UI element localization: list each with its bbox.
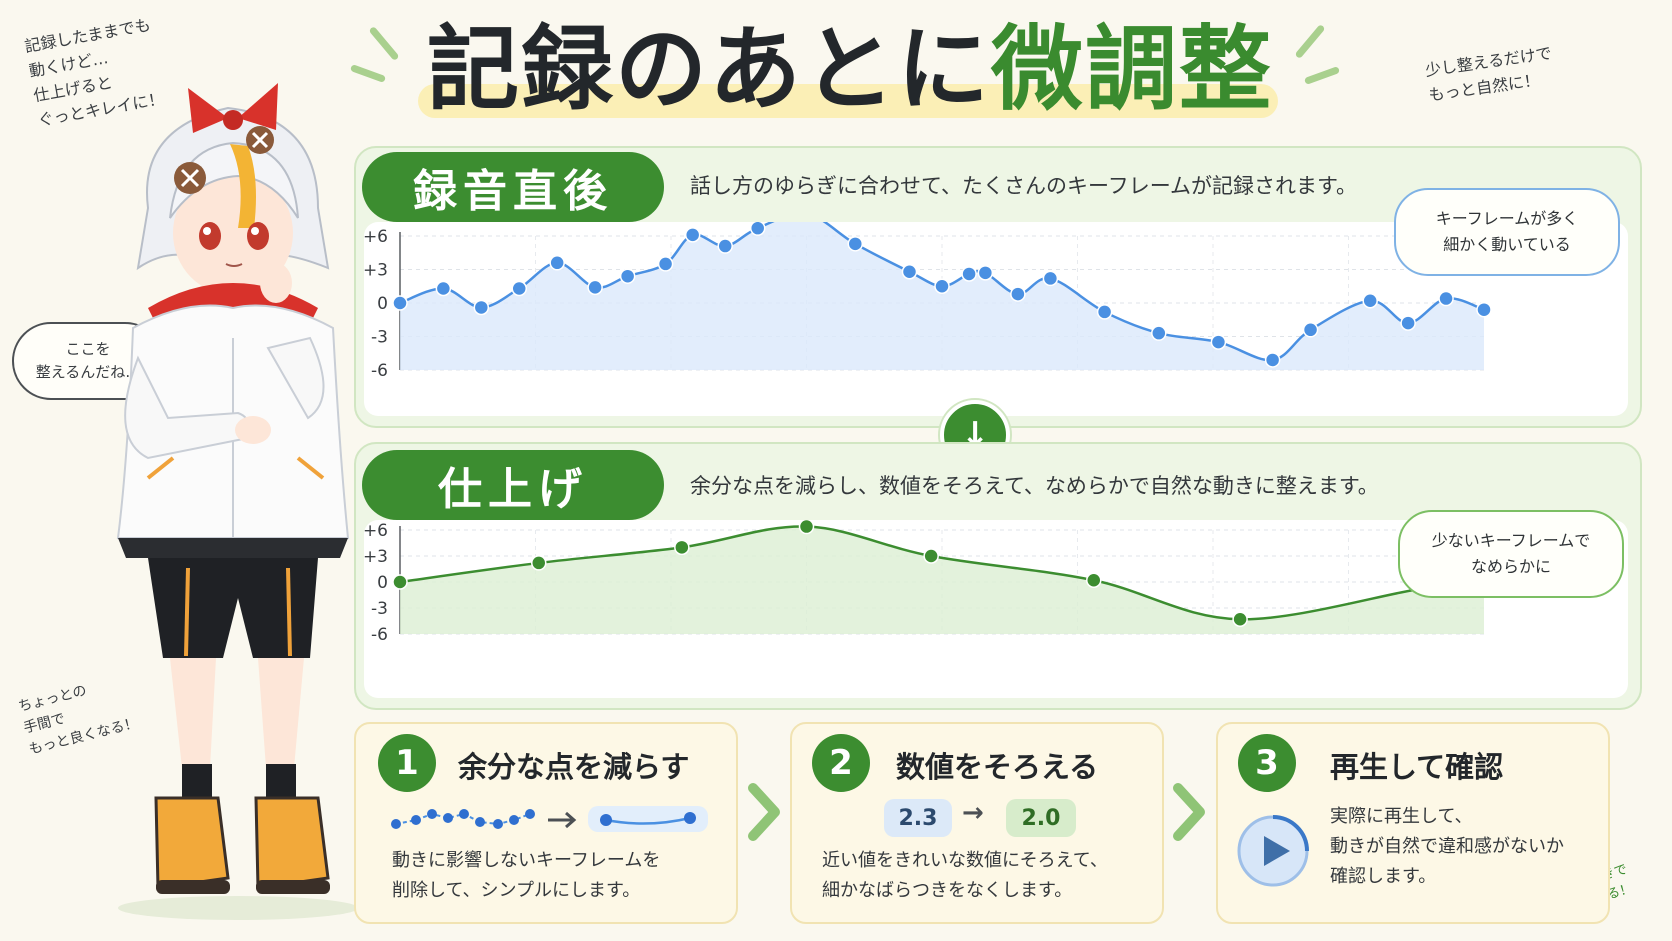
keyframe-point	[435, 280, 452, 297]
y-tick-label: -3	[371, 328, 388, 348]
title-part-2: 微調整	[991, 15, 1274, 123]
keyframe-point	[684, 227, 701, 243]
keyframe-point	[1302, 322, 1319, 338]
keyframe-point	[549, 255, 565, 271]
title-part-1: 記録のあとに	[426, 15, 991, 123]
keyframe-point	[1476, 301, 1492, 318]
sparkle-icon	[1294, 23, 1326, 60]
keyframe-point	[977, 265, 994, 281]
sparkle-icon	[1303, 66, 1341, 85]
keyframe-point	[1400, 315, 1416, 331]
step-number-1: 1	[378, 734, 436, 792]
keyframe-point	[473, 299, 490, 316]
keyframe-point	[674, 539, 690, 556]
keyframe-point	[1042, 270, 1059, 287]
reduce-points-icon	[391, 806, 708, 832]
keyframe-point	[511, 280, 527, 297]
keyframe-point	[961, 266, 977, 282]
keyframe-point	[392, 574, 408, 590]
section-description-before: 話し方のゆらぎに合わせて、たくさんのキーフレームが記録されます。	[690, 174, 1357, 198]
section-label-after: 仕上げ	[362, 450, 664, 520]
value-after-chip: 2.0	[1006, 799, 1076, 837]
y-tick-label: 0	[377, 573, 388, 593]
keyframe-point	[934, 278, 950, 294]
keyframe-point	[619, 268, 636, 284]
keyframe-point	[923, 548, 939, 564]
step-number-3: 3	[1238, 734, 1296, 792]
chevron-right-icon	[748, 783, 780, 841]
keyframe-point	[531, 555, 547, 571]
keyframe-point	[1096, 304, 1113, 320]
keyframe-point	[657, 256, 674, 272]
series-line	[399, 222, 1485, 362]
keyframe-point	[1438, 290, 1454, 307]
keyframe-chart-before: +6 +3 0 -3 -6	[364, 222, 1492, 381]
chart-bubble-before: キーフレームが多く 細かく動いている	[1394, 188, 1620, 276]
keyframe-point	[749, 222, 766, 236]
keyframe-point	[587, 279, 603, 296]
keyframe-point	[798, 520, 815, 535]
keyframe-point	[1362, 293, 1378, 309]
y-tick-label: +3	[364, 547, 388, 567]
chart-bubble-after: 少ないキーフレームで なめらかに	[1398, 510, 1624, 598]
y-tick-label: +6	[364, 227, 388, 247]
title-highlight	[418, 84, 1278, 118]
keyframe-point	[1210, 334, 1227, 350]
keyframe-point	[901, 263, 918, 280]
keyframe-point	[717, 238, 733, 254]
step-description-1: 動きに影響しないキーフレームを 削除して、シンプルにします。	[392, 850, 661, 901]
series-area	[400, 222, 1484, 370]
section-label-before: 録音直後	[362, 152, 664, 222]
step-title-1: 余分な点を減らす	[458, 750, 690, 784]
arrow-right-icon: →	[962, 798, 984, 828]
keyframe-chart-after: +6 +3 0 -3 -6	[364, 520, 1492, 645]
y-tick-label: -3	[371, 599, 388, 619]
y-tick-label: +3	[364, 261, 388, 281]
y-tick-label: 0	[377, 294, 388, 314]
character-illustration	[116, 83, 358, 920]
keyframe-point	[1086, 572, 1102, 589]
note-top-right: 少し整えるだけで もっと自然に！	[1423, 43, 1553, 105]
chevron-right-icon	[1173, 783, 1205, 841]
page-title: 記録のあとに 微調整	[410, 6, 1290, 123]
series-area	[400, 526, 1484, 634]
step-title-2: 数値をそろえる	[896, 750, 1099, 784]
keyframe-point	[1010, 286, 1026, 302]
step-title-3: 再生して確認	[1330, 750, 1504, 784]
step-description-3: 実際に再生して、 動きが自然で違和感がないか 確認します。	[1330, 806, 1564, 887]
sparkle-icon	[368, 25, 400, 62]
play-icon[interactable]	[1236, 814, 1310, 888]
y-tick-label: -6	[371, 361, 388, 381]
section-description-after: 余分な点を減らし、数値をそろえて、なめらかで自然な動きに整えます。	[690, 474, 1379, 498]
keyframe-point	[392, 295, 408, 311]
y-tick-label: -6	[371, 625, 388, 645]
keyframe-point	[847, 236, 864, 252]
keyframe-point	[1264, 352, 1281, 368]
y-tick-label: +6	[364, 521, 388, 541]
value-before-chip: 2.3	[884, 799, 952, 837]
keyframe-point	[1232, 611, 1248, 628]
step-description-2: 近い値をきれいな数値にそろえて、 細かなばらつきをなくします。	[822, 850, 1108, 901]
keyframe-point	[1151, 325, 1167, 341]
step-number-2: 2	[812, 734, 870, 792]
